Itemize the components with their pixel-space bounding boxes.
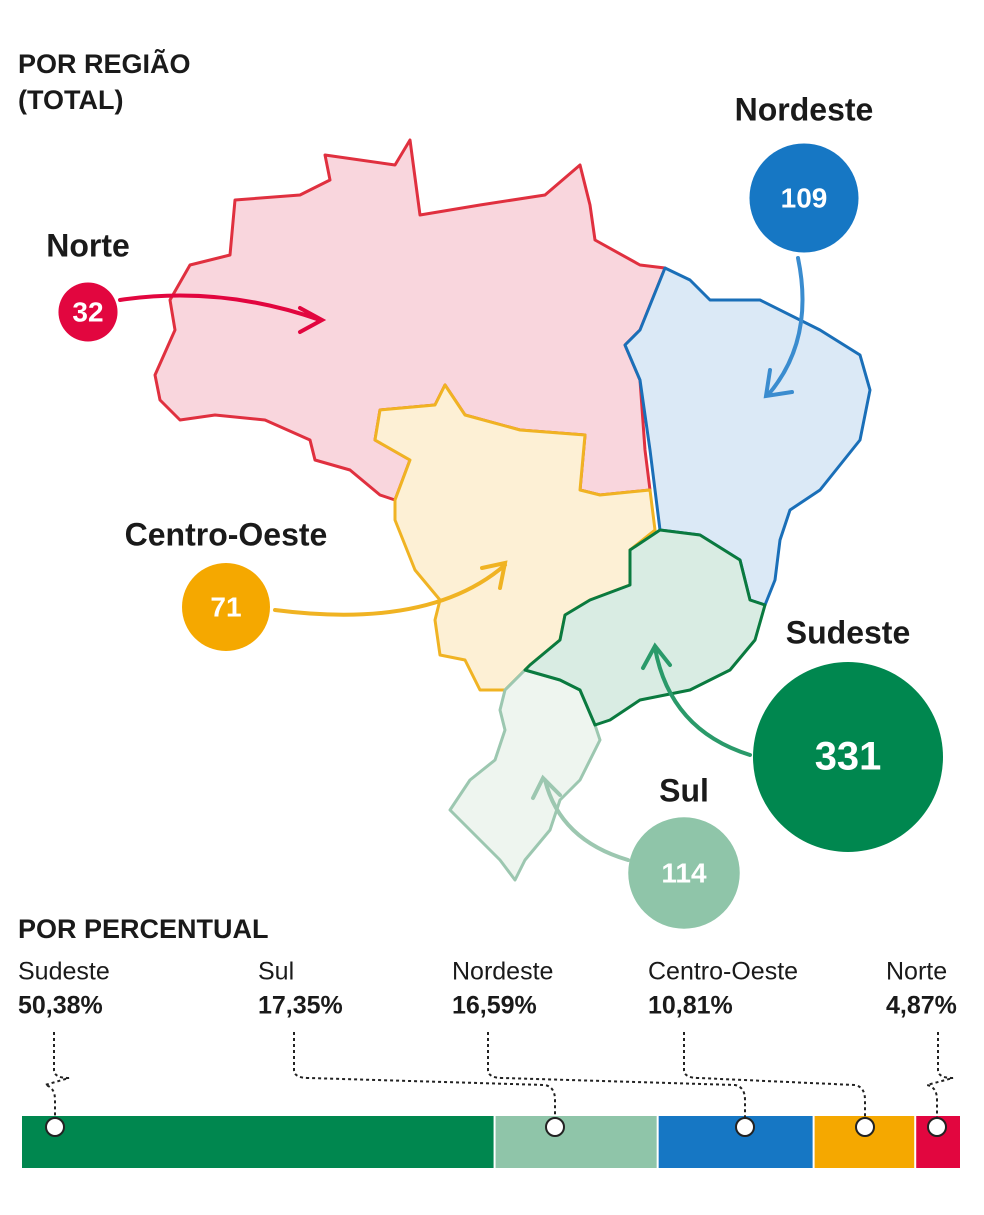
bubble-value: 32 bbox=[72, 296, 103, 327]
segment-label: Centro-Oeste bbox=[648, 958, 798, 986]
region-label: Nordeste bbox=[735, 91, 874, 127]
leader-line bbox=[44, 1032, 70, 1122]
segment-value: 10,81% bbox=[648, 992, 733, 1020]
leader-line bbox=[926, 1032, 954, 1122]
segment-label: Nordeste bbox=[452, 958, 553, 986]
bubble bbox=[749, 143, 859, 253]
arrows bbox=[118, 256, 805, 862]
leader-marker bbox=[735, 1117, 755, 1137]
region-sul bbox=[448, 668, 602, 882]
segment-value: 16,59% bbox=[452, 992, 537, 1020]
segment-label: Sudeste bbox=[18, 958, 110, 986]
arrow bbox=[641, 642, 752, 757]
bubble bbox=[753, 662, 943, 852]
map bbox=[153, 138, 872, 882]
bubble bbox=[182, 563, 270, 651]
bubble-value: 109 bbox=[781, 182, 828, 213]
region-sudeste bbox=[523, 528, 767, 727]
title: (TOTAL) bbox=[18, 85, 123, 115]
leader-marker bbox=[45, 1117, 65, 1137]
bubble bbox=[58, 282, 118, 342]
segment-label: Norte bbox=[886, 958, 947, 986]
leader-marker bbox=[855, 1117, 875, 1137]
bar-segment bbox=[495, 1116, 657, 1168]
region-label: Sudeste bbox=[786, 614, 910, 650]
region-label: Sul bbox=[659, 772, 709, 808]
bar-segment bbox=[22, 1116, 494, 1168]
arrow bbox=[531, 774, 630, 862]
segment-value: 17,35% bbox=[258, 992, 343, 1020]
bubble-value: 331 bbox=[815, 735, 882, 779]
arrow bbox=[763, 256, 805, 399]
bubble-value: 71 bbox=[210, 591, 241, 622]
arrow bbox=[118, 293, 327, 334]
leader-line bbox=[487, 1032, 746, 1122]
region-norte bbox=[153, 138, 667, 502]
segment-value: 4,87% bbox=[886, 992, 957, 1020]
title: POR REGIÃO bbox=[18, 48, 191, 79]
bubble-value: 114 bbox=[661, 857, 707, 888]
leader-line bbox=[293, 1032, 556, 1122]
region-label: Norte bbox=[46, 227, 130, 263]
title: POR PERCENTUAL bbox=[18, 914, 269, 944]
segment-value: 50,38% bbox=[18, 992, 103, 1020]
segment-label: Sul bbox=[258, 958, 294, 986]
leader-marker bbox=[927, 1117, 947, 1137]
leader-line bbox=[683, 1032, 866, 1122]
arrow bbox=[273, 560, 508, 617]
leader-marker bbox=[545, 1117, 565, 1137]
region-label: Centro-Oeste bbox=[125, 516, 328, 552]
bubble bbox=[628, 817, 740, 929]
